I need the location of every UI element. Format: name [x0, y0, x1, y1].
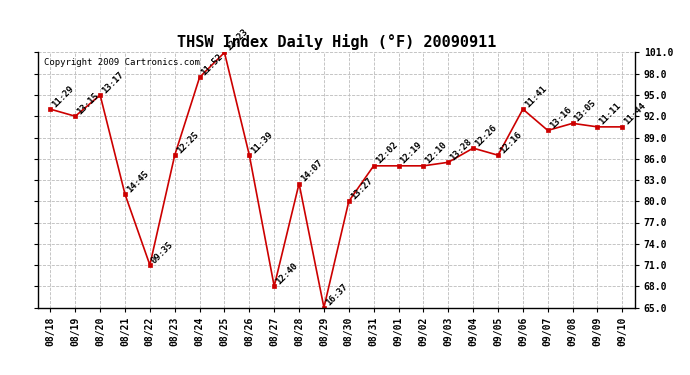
Text: 11:44: 11:44 [622, 102, 648, 127]
Text: 13:15: 13:15 [75, 91, 101, 116]
Text: 12:25: 12:25 [175, 130, 200, 155]
Text: 11:39: 11:39 [249, 130, 275, 155]
Text: 12:19: 12:19 [399, 141, 424, 166]
Text: 16:37: 16:37 [324, 282, 349, 308]
Text: 12:02: 12:02 [374, 141, 399, 166]
Text: 13:17: 13:17 [100, 70, 126, 95]
Text: 12:23: 12:23 [224, 27, 250, 52]
Text: 13:28: 13:28 [448, 137, 473, 162]
Text: 14:45: 14:45 [125, 169, 150, 194]
Text: 12:40: 12:40 [274, 261, 299, 286]
Text: 11:29: 11:29 [50, 84, 76, 109]
Text: 13:16: 13:16 [548, 105, 573, 130]
Text: 13:27: 13:27 [349, 176, 374, 201]
Text: 11:52: 11:52 [199, 52, 225, 77]
Text: 12:10: 12:10 [424, 141, 448, 166]
Text: 11:41: 11:41 [523, 84, 549, 109]
Text: 09:35: 09:35 [150, 240, 175, 265]
Text: 11:11: 11:11 [598, 102, 623, 127]
Text: Copyright 2009 Cartronics.com: Copyright 2009 Cartronics.com [44, 58, 200, 67]
Text: 12:16: 12:16 [498, 130, 524, 155]
Text: 12:26: 12:26 [473, 123, 498, 148]
Text: 13:05: 13:05 [573, 98, 598, 123]
Text: 14:07: 14:07 [299, 158, 324, 183]
Title: THSW Index Daily High (°F) 20090911: THSW Index Daily High (°F) 20090911 [177, 34, 496, 50]
